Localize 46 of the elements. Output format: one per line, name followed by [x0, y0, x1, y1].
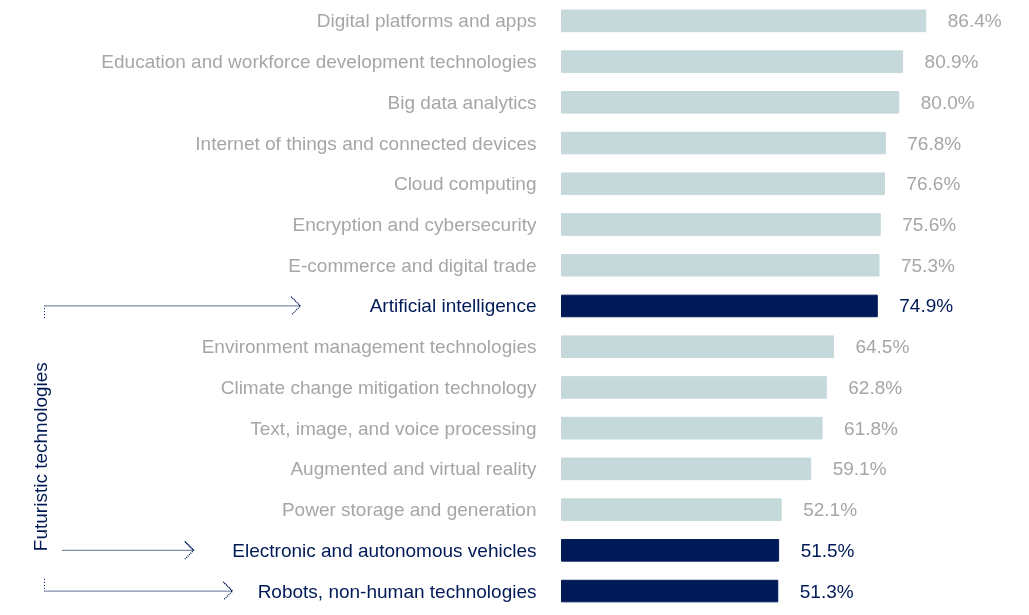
bar [561, 294, 878, 318]
data-label: 86.4% [947, 10, 1002, 32]
bar [561, 9, 927, 33]
y-tick-label: Cloud computing [393, 173, 537, 195]
y-tick-label: Augmented and virtual reality [290, 458, 537, 480]
bar [561, 335, 834, 358]
bar [561, 50, 904, 73]
data-label: 74.9% [899, 295, 954, 317]
data-label: 80.9% [924, 51, 979, 73]
y-tick-label: Encryption and cybersecurity [292, 214, 537, 236]
data-label: 61.8% [844, 417, 899, 439]
bar [561, 172, 885, 196]
bar [561, 498, 782, 521]
bar [561, 376, 827, 399]
data-label: 76.6% [906, 173, 961, 195]
y-tick-label: Internet of things and connected devices [195, 132, 537, 154]
bar [561, 131, 886, 155]
y-tick-label: Robots, non-human technologies [257, 580, 537, 602]
text: Futuristic technologies [30, 362, 51, 552]
bar [561, 539, 780, 562]
data-label: 51.5% [800, 539, 855, 561]
y-tick-label: Big data analytics [387, 91, 537, 113]
bar [561, 457, 812, 481]
bar [561, 213, 881, 236]
data-label: 51.3% [799, 580, 854, 602]
data-label: 75.3% [900, 254, 955, 276]
data-label: 75.6% [902, 214, 957, 236]
y-tick-label: Education and workforce development technologies [101, 51, 537, 73]
y-tick-label: E-commerce and digital trade [288, 254, 537, 276]
y-tick-label: Digital platforms and apps [316, 10, 537, 32]
bar [561, 253, 880, 277]
y-tick-label: Text, image, and voice processing [250, 417, 537, 439]
data-label: 62.8% [848, 376, 903, 398]
data-label: 52.1% [803, 499, 858, 521]
y-tick-label: Environment management technologies [201, 336, 537, 358]
data-label: 80.0% [920, 91, 975, 113]
bar [561, 416, 823, 440]
y-tick-label: Electronic and autonomous vehicles [232, 539, 537, 561]
data-label: 64.5% [855, 336, 910, 358]
bar [561, 91, 900, 114]
data-label: 76.8% [907, 132, 962, 154]
y-tick-label: Artificial intelligence [369, 295, 537, 317]
y-tick-label: Power storage and generation [281, 499, 537, 521]
y-tick-label: Climate change mitigation technology [220, 376, 537, 398]
data-label: 59.1% [832, 458, 887, 480]
bar [561, 579, 779, 603]
